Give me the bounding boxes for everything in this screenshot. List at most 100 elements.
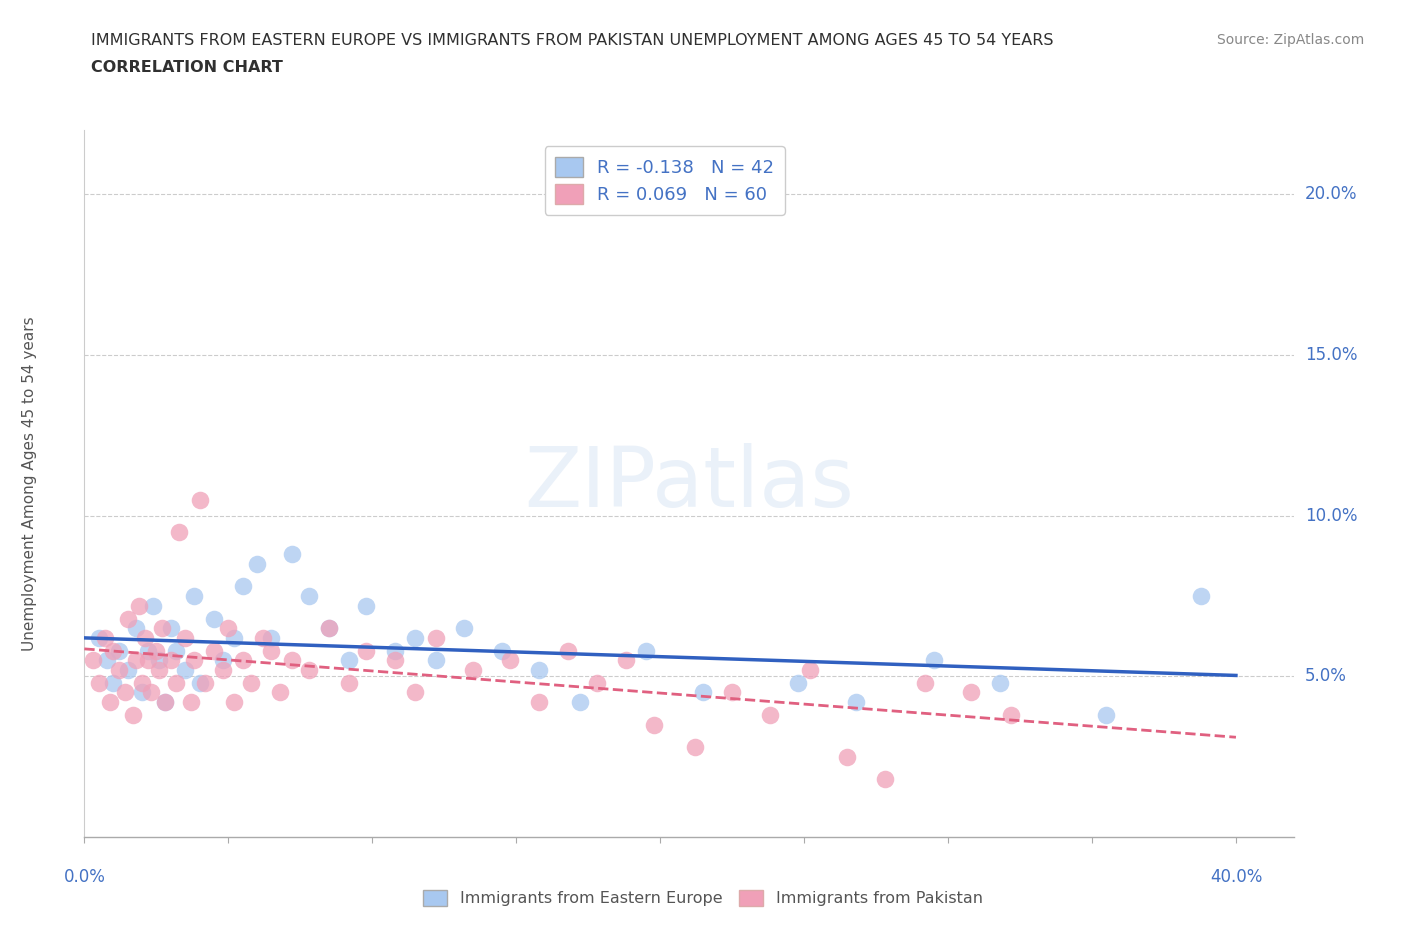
Point	[136, 644, 159, 658]
Point	[240, 675, 263, 690]
Point	[787, 675, 810, 690]
Point	[298, 662, 321, 677]
Point	[499, 653, 522, 668]
Point	[87, 675, 110, 690]
Text: 0.0%: 0.0%	[63, 868, 105, 885]
Point	[384, 653, 406, 668]
Point	[153, 695, 176, 710]
Point	[960, 685, 983, 700]
Point	[232, 653, 254, 668]
Point	[337, 653, 360, 668]
Point	[188, 492, 211, 507]
Text: ZIPatlas: ZIPatlas	[524, 443, 853, 525]
Point	[142, 598, 165, 613]
Point	[148, 653, 170, 668]
Text: Unemployment Among Ages 45 to 54 years: Unemployment Among Ages 45 to 54 years	[22, 316, 38, 651]
Point	[202, 644, 225, 658]
Point	[529, 662, 551, 677]
Point	[114, 685, 136, 700]
Point	[425, 653, 447, 668]
Point	[125, 620, 148, 635]
Point	[183, 589, 205, 604]
Point	[180, 695, 202, 710]
Point	[557, 644, 579, 658]
Point	[337, 675, 360, 690]
Point	[453, 620, 475, 635]
Point	[128, 598, 150, 613]
Point	[404, 631, 426, 645]
Text: 15.0%: 15.0%	[1305, 346, 1357, 364]
Point	[82, 653, 104, 668]
Point	[202, 611, 225, 626]
Point	[174, 662, 197, 677]
Point	[222, 631, 245, 645]
Point	[491, 644, 513, 658]
Point	[153, 695, 176, 710]
Point	[101, 675, 124, 690]
Point	[117, 662, 139, 677]
Point	[211, 662, 233, 677]
Point	[585, 675, 607, 690]
Point	[98, 695, 121, 710]
Point	[758, 708, 780, 723]
Point	[125, 653, 148, 668]
Point	[873, 772, 896, 787]
Legend: R = -0.138   N = 42, R = 0.069   N = 60: R = -0.138 N = 42, R = 0.069 N = 60	[544, 146, 785, 215]
Text: 5.0%: 5.0%	[1305, 668, 1347, 685]
Point	[922, 653, 945, 668]
Text: CORRELATION CHART: CORRELATION CHART	[91, 60, 283, 75]
Point	[529, 695, 551, 710]
Point	[166, 644, 188, 658]
Point	[211, 653, 233, 668]
Point	[280, 547, 302, 562]
Point	[1000, 708, 1022, 723]
Point	[188, 675, 211, 690]
Point	[643, 717, 665, 732]
Point	[634, 644, 657, 658]
Point	[217, 620, 239, 635]
Point	[914, 675, 936, 690]
Point	[136, 653, 159, 668]
Point	[246, 556, 269, 571]
Point	[131, 685, 153, 700]
Point	[96, 653, 118, 668]
Point	[988, 675, 1011, 690]
Legend: Immigrants from Eastern Europe, Immigrants from Pakistan: Immigrants from Eastern Europe, Immigran…	[418, 884, 988, 912]
Point	[356, 598, 378, 613]
Point	[683, 739, 706, 754]
Point	[150, 620, 173, 635]
Point	[134, 631, 156, 645]
Point	[269, 685, 291, 700]
Point	[721, 685, 744, 700]
Text: IMMIGRANTS FROM EASTERN EUROPE VS IMMIGRANTS FROM PAKISTAN UNEMPLOYMENT AMONG AG: IMMIGRANTS FROM EASTERN EUROPE VS IMMIGR…	[91, 33, 1055, 47]
Point	[260, 644, 283, 658]
Point	[280, 653, 302, 668]
Point	[169, 525, 191, 539]
Point	[1095, 708, 1118, 723]
Text: 40.0%: 40.0%	[1209, 868, 1263, 885]
Point	[384, 644, 406, 658]
Point	[837, 750, 859, 764]
Text: 10.0%: 10.0%	[1305, 507, 1357, 525]
Point	[252, 631, 274, 645]
Point	[356, 644, 378, 658]
Point	[166, 675, 188, 690]
Point	[183, 653, 205, 668]
Point	[692, 685, 714, 700]
Point	[159, 620, 181, 635]
Point	[845, 695, 868, 710]
Point	[1189, 589, 1212, 604]
Point	[404, 685, 426, 700]
Text: 20.0%: 20.0%	[1305, 185, 1357, 204]
Point	[108, 662, 131, 677]
Point	[568, 695, 591, 710]
Point	[139, 685, 162, 700]
Point	[799, 662, 821, 677]
Point	[117, 611, 139, 626]
Point	[298, 589, 321, 604]
Point	[122, 708, 145, 723]
Point	[260, 631, 283, 645]
Point	[108, 644, 131, 658]
Point	[461, 662, 484, 677]
Point	[614, 653, 637, 668]
